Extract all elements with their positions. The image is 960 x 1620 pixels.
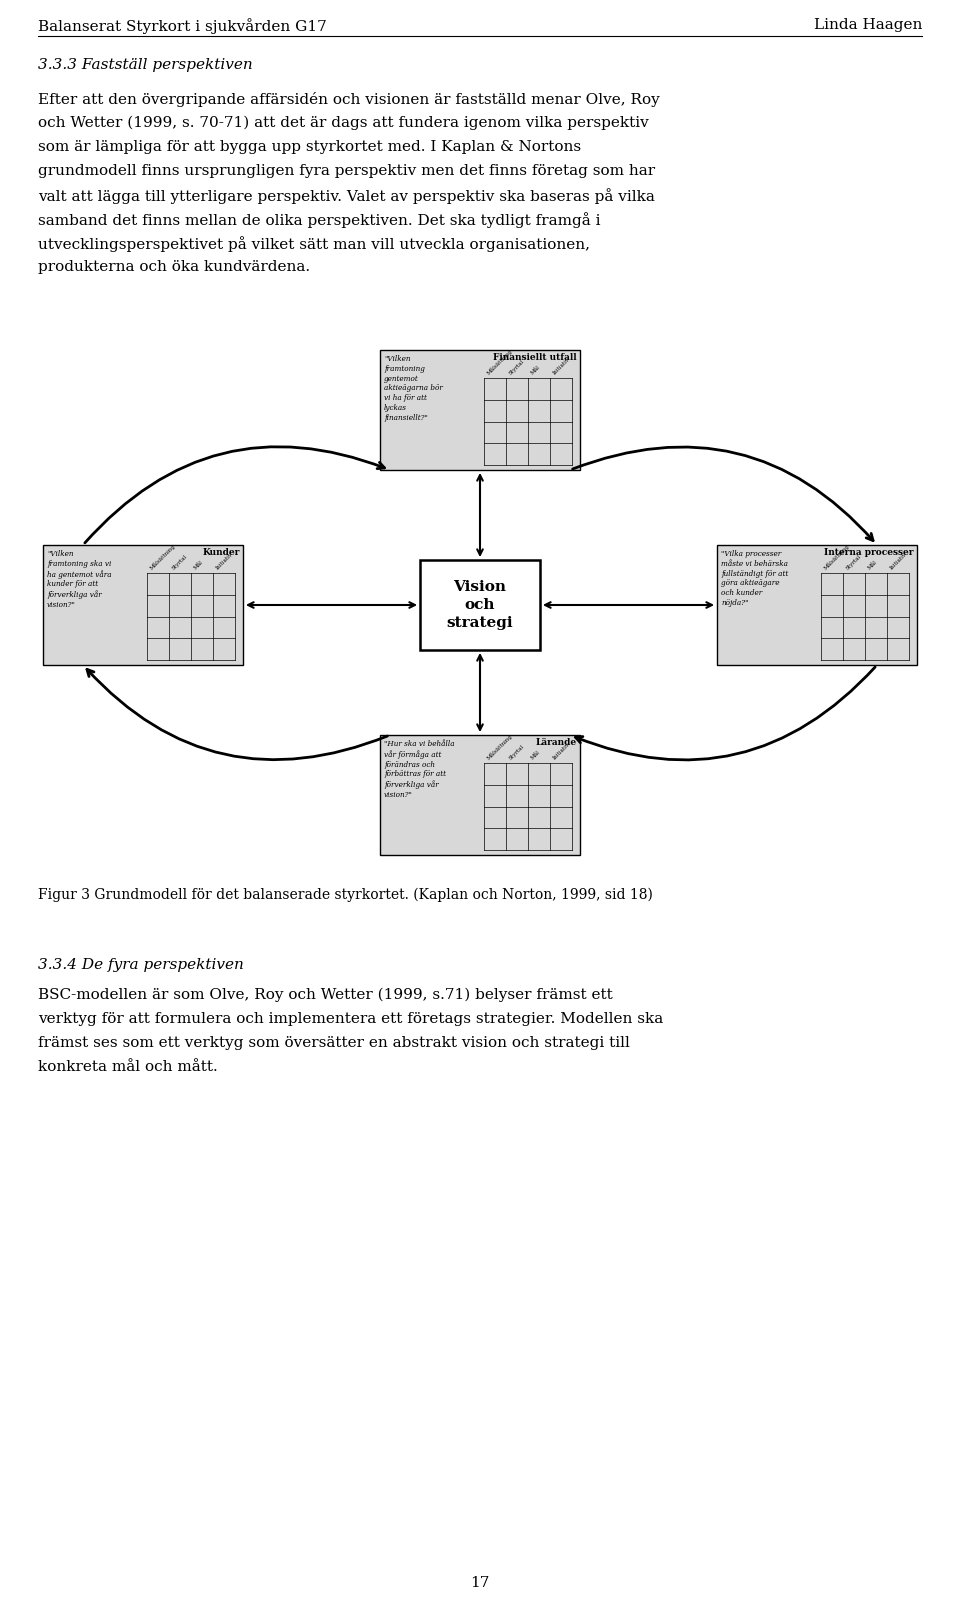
- Text: och Wetter (1999, s. 70-71) att det är dags att fundera igenom vilka perspektiv: och Wetter (1999, s. 70-71) att det är d…: [38, 117, 649, 130]
- Bar: [380, 735, 580, 855]
- Text: Linda Haagen: Linda Haagen: [814, 18, 922, 32]
- Text: Mål: Mål: [530, 364, 541, 376]
- Text: Styrtal: Styrtal: [171, 554, 188, 570]
- Text: Initiativ: Initiativ: [552, 356, 571, 376]
- Text: Initiativ: Initiativ: [215, 552, 234, 570]
- Text: 3.3.4 De fyra perspektiven: 3.3.4 De fyra perspektiven: [38, 957, 244, 972]
- Text: Vision
och
strategi: Vision och strategi: [446, 580, 514, 630]
- Text: "Vilken
framtoning
gentemot
aktieägarna bör
vi ha för att
lyckas
finansiellt?": "Vilken framtoning gentemot aktieägarna …: [384, 355, 443, 421]
- Text: 17: 17: [470, 1576, 490, 1589]
- Text: grundmodell finns ursprungligen fyra perspektiv men det finns företag som har: grundmodell finns ursprungligen fyra per…: [38, 164, 655, 178]
- Text: "Hur ska vi behålla
vår förmåga att
förändras och
förbättras för att
förverkliga: "Hur ska vi behålla vår förmåga att förä…: [384, 740, 455, 799]
- Text: BSC-modellen är som Olve, Roy och Wetter (1999, s.71) belyser främst ett: BSC-modellen är som Olve, Roy och Wetter…: [38, 988, 612, 1003]
- FancyArrowPatch shape: [84, 447, 385, 543]
- Text: Styrtal: Styrtal: [508, 360, 525, 376]
- FancyArrowPatch shape: [545, 603, 712, 608]
- Text: 3.3.3 Fastställ perspektiven: 3.3.3 Fastställ perspektiven: [38, 58, 252, 71]
- Text: Efter att den övergripande affärsidén och visionen är fastställd menar Olve, Roy: Efter att den övergripande affärsidén oc…: [38, 92, 660, 107]
- Text: som är lämpliga för att bygga upp styrkortet med. I Kaplan & Nortons: som är lämpliga för att bygga upp styrko…: [38, 139, 581, 154]
- Text: "Vilken
framtoning ska vi
ha gentemot våra
kunder för att
förverkliga vår
vision: "Vilken framtoning ska vi ha gentemot vå…: [47, 551, 111, 609]
- FancyArrowPatch shape: [575, 667, 876, 760]
- Bar: [43, 544, 243, 664]
- FancyArrowPatch shape: [248, 603, 415, 608]
- Text: Kunder: Kunder: [203, 548, 240, 557]
- Text: "Vilka processer
måste vi behärska
fullständigt för att
göra aktieägare
och kund: "Vilka processer måste vi behärska fulls…: [721, 551, 788, 608]
- FancyArrowPatch shape: [477, 654, 483, 731]
- Text: främst ses som ett verktyg som översätter en abstrakt vision och strategi till: främst ses som ett verktyg som översätte…: [38, 1037, 630, 1050]
- Text: Målsättning: Målsättning: [486, 732, 514, 761]
- Text: samband det finns mellan de olika perspektiven. Det ska tydligt framgå i: samband det finns mellan de olika perspe…: [38, 212, 601, 228]
- FancyArrowPatch shape: [572, 447, 873, 541]
- Text: Målsättning: Målsättning: [486, 348, 514, 376]
- Text: Figur 3 Grundmodell för det balanserade styrkortet. (Kaplan och Norton, 1999, si: Figur 3 Grundmodell för det balanserade …: [38, 888, 653, 902]
- Text: Lärande: Lärande: [536, 739, 577, 747]
- Bar: [717, 544, 917, 664]
- Bar: [380, 350, 580, 470]
- Text: Målsättning: Målsättning: [823, 543, 851, 570]
- Text: Målsättning: Målsättning: [149, 543, 177, 570]
- Text: Mål: Mål: [530, 750, 541, 761]
- Text: Styrtal: Styrtal: [845, 554, 862, 570]
- Text: Interna processer: Interna processer: [825, 548, 914, 557]
- Text: Balanserat Styrkort i sjukvården G17: Balanserat Styrkort i sjukvården G17: [38, 18, 326, 34]
- Bar: [420, 561, 540, 650]
- Text: Finansiellt utfall: Finansiellt utfall: [493, 353, 577, 361]
- Text: konkreta mål och mått.: konkreta mål och mått.: [38, 1059, 218, 1074]
- Text: verktyg för att formulera och implementera ett företags strategier. Modellen ska: verktyg för att formulera och implemente…: [38, 1012, 663, 1025]
- Text: Mål: Mål: [193, 561, 204, 570]
- Text: Initiativ: Initiativ: [889, 552, 908, 570]
- Text: utvecklingsperspektivet på vilket sätt man vill utveckla organisationen,: utvecklingsperspektivet på vilket sätt m…: [38, 237, 590, 251]
- FancyArrowPatch shape: [477, 475, 483, 556]
- Text: Styrtal: Styrtal: [508, 744, 525, 761]
- Text: Initiativ: Initiativ: [552, 742, 571, 761]
- Text: produkterna och öka kundvärdena.: produkterna och öka kundvärdena.: [38, 259, 310, 274]
- Text: Mål: Mål: [867, 561, 878, 570]
- Text: valt att lägga till ytterligare perspektiv. Valet av perspektiv ska baseras på v: valt att lägga till ytterligare perspekt…: [38, 188, 655, 204]
- FancyArrowPatch shape: [87, 669, 388, 760]
